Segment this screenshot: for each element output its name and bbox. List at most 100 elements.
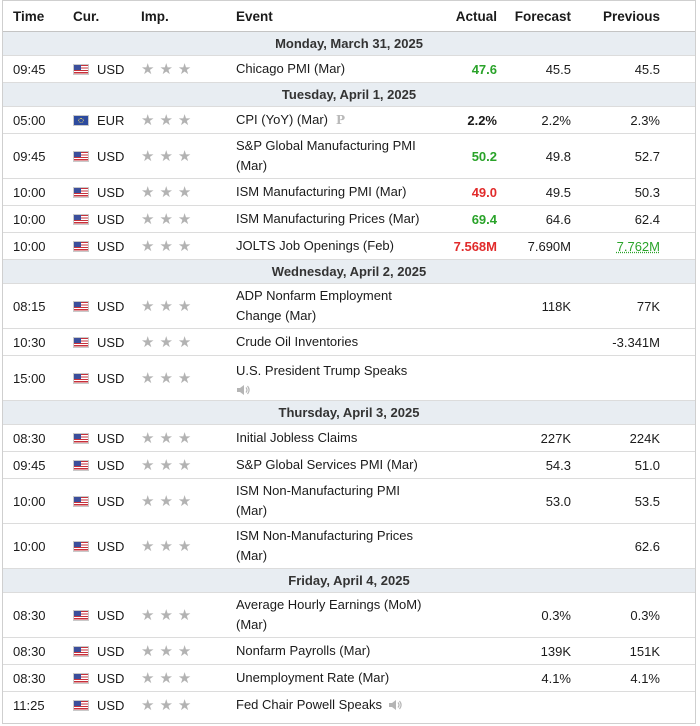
header-actual[interactable]: Actual [441,1,497,32]
event-name-text[interactable]: Fed Chair Powell Speaks [236,697,382,712]
event-row[interactable]: 09:45 USD ★★★ Chicago PMI (Mar) 47.6 45.… [3,55,695,83]
us-flag-icon [73,372,89,384]
event-row[interactable]: 08:30 USD ★★★ Average Hourly Earnings (M… [3,592,695,638]
event-row[interactable]: 09:45 USD ★★★ S&P Global Services PMI (M… [3,451,695,479]
row-spacer [660,178,695,206]
currency-code: USD [97,334,125,350]
event-name[interactable]: U.S. President Trump Speaks [236,355,441,401]
currency-code: USD [97,148,125,164]
event-name[interactable]: S&P Global Manufacturing PMI (Mar) [236,133,441,179]
event-currency: USD [73,592,141,638]
event-actual [441,478,497,524]
event-name-text[interactable]: U.S. President Trump Speaks [236,362,408,378]
event-currency: USD [73,637,141,665]
row-spacer [660,424,695,452]
event-actual: 7.568M [441,232,497,260]
currency-code: USD [97,211,125,227]
header-event[interactable]: Event [236,1,441,32]
event-previous: 151K [571,637,660,665]
speaker-icon[interactable] [236,384,250,396]
day-header-wednesday: Wednesday, April 2, 2025 [3,259,695,284]
event-name-text[interactable]: Nonfarm Payrolls (Mar) [236,643,371,658]
header-currency[interactable]: Cur. [73,1,141,32]
event-row[interactable]: 09:45 USD ★★★ S&P Global Manufacturing P… [3,133,695,179]
event-name-line2[interactable]: (Mar) [236,548,268,563]
event-row[interactable]: 05:00 EUR ★★★ CPI (YoY) (Mar) P 2.2% 2.2%… [3,106,695,134]
event-name[interactable]: Fed Chair Powell Speaks [236,691,441,718]
event-forecast: 0.3% [497,592,571,638]
event-row[interactable]: 10:00 USD ★★★ ISM Manufacturing Prices (… [3,205,695,233]
event-name[interactable]: ISM Manufacturing Prices (Mar) [236,205,441,233]
event-row[interactable]: 08:30 USD ★★★ Initial Jobless Claims 227… [3,424,695,452]
event-name[interactable]: Chicago PMI (Mar) [236,55,441,83]
event-row[interactable]: 08:30 USD ★★★ Unemployment Rate (Mar) 4.… [3,664,695,692]
event-name-text[interactable]: CPI (YoY) (Mar) [236,112,328,127]
event-actual: 2.2% [441,106,497,134]
event-row[interactable]: 10:00 USD ★★★ ISM Non-Manufacturing Pric… [3,523,695,569]
event-name-line2[interactable]: (Mar) [236,503,268,518]
event-name-text[interactable]: JOLTS Job Openings (Feb) [236,238,394,253]
event-name[interactable]: Crude Oil Inventories [236,328,441,356]
us-flag-icon [73,300,89,312]
event-time: 11:25 [3,691,73,718]
event-name-line2[interactable]: (Mar) [236,617,268,632]
event-name-line2[interactable]: Change (Mar) [236,308,317,323]
event-row[interactable]: 10:00 USD ★★★ ISM Manufacturing PMI (Mar… [3,178,695,206]
day-header-row: Tuesday, April 1, 2025 [3,82,695,107]
event-row[interactable]: 10:30 USD ★★★ Crude Oil Inventories -3.3… [3,328,695,356]
event-currency: EUR [73,106,141,134]
event-previous [571,355,660,401]
star-icon: ★★★ [141,670,197,687]
event-currency: USD [73,664,141,692]
event-name-text[interactable]: Crude Oil Inventories [236,334,359,349]
event-name-line2[interactable]: (Mar) [236,158,268,173]
event-name-text[interactable]: Initial Jobless Claims [236,430,358,445]
event-actual [441,664,497,692]
event-name[interactable]: Average Hourly Earnings (MoM) (Mar) [236,592,441,638]
us-flag-icon [73,495,89,507]
event-row[interactable]: 10:00 USD ★★★ ISM Non-Manufacturing PMI (… [3,478,695,524]
event-name-line1[interactable]: ISM Non-Manufacturing Prices [236,528,414,543]
star-icon: ★★★ [141,298,197,315]
event-name[interactable]: ISM Manufacturing PMI (Mar) [236,178,441,206]
event-name[interactable]: Initial Jobless Claims [236,424,441,452]
event-name[interactable]: ISM Non-Manufacturing PMI (Mar) [236,478,441,524]
event-row[interactable]: 15:00 USD ★★★ U.S. President Trump Speak… [3,355,695,401]
event-name-text[interactable]: Chicago PMI (Mar) [236,61,346,76]
us-flag-icon [73,150,89,162]
header-importance[interactable]: Imp. [141,1,236,32]
event-forecast: 227K [497,424,571,452]
importance-stars: ★★★ [141,283,236,329]
event-name-text[interactable]: ISM Manufacturing Prices (Mar) [236,211,420,226]
event-name-text[interactable]: ISM Manufacturing PMI (Mar) [236,184,407,199]
event-name[interactable]: S&P Global Services PMI (Mar) [236,451,441,479]
importance-stars: ★★★ [141,478,236,524]
event-name[interactable]: JOLTS Job Openings (Feb) [236,232,441,260]
event-row[interactable]: 11:25 USD ★★★ Fed Chair Powell Speaks [3,691,695,718]
event-time: 09:45 [3,451,73,479]
event-previous: 62.4 [571,205,660,233]
header-time[interactable]: Time [3,1,73,32]
event-name-line1[interactable]: Average Hourly Earnings (MoM) [236,597,422,612]
event-name[interactable]: CPI (YoY) (Mar) P [236,106,441,134]
event-name-line1[interactable]: S&P Global Manufacturing PMI [236,138,416,153]
event-row[interactable]: 10:00 USD ★★★ JOLTS Job Openings (Feb) 7… [3,232,695,260]
event-row[interactable]: 08:30 USD ★★★ Nonfarm Payrolls (Mar) 139… [3,637,695,665]
event-name[interactable]: ISM Non-Manufacturing Prices (Mar) [236,523,441,569]
header-forecast[interactable]: Forecast [497,1,571,32]
event-name-text[interactable]: S&P Global Services PMI (Mar) [236,457,418,472]
currency-code: USD [97,697,125,713]
event-name[interactable]: ADP Nonfarm Employment Change (Mar) [236,283,441,329]
speaker-icon[interactable] [388,699,402,711]
event-forecast [497,691,571,718]
event-name-line1[interactable]: ISM Non-Manufacturing PMI [236,483,401,498]
event-row[interactable]: 08:15 USD ★★★ ADP Nonfarm Employment Chan… [3,283,695,329]
event-name-text[interactable]: Unemployment Rate (Mar) [236,670,390,685]
event-name[interactable]: Nonfarm Payrolls (Mar) [236,637,441,665]
event-name-line1[interactable]: ADP Nonfarm Employment [236,288,392,303]
revised-previous-value[interactable]: 7.762M [616,238,660,254]
event-name[interactable]: Unemployment Rate (Mar) [236,664,441,692]
header-previous[interactable]: Previous [571,1,660,32]
star-icon: ★★★ [141,493,197,510]
